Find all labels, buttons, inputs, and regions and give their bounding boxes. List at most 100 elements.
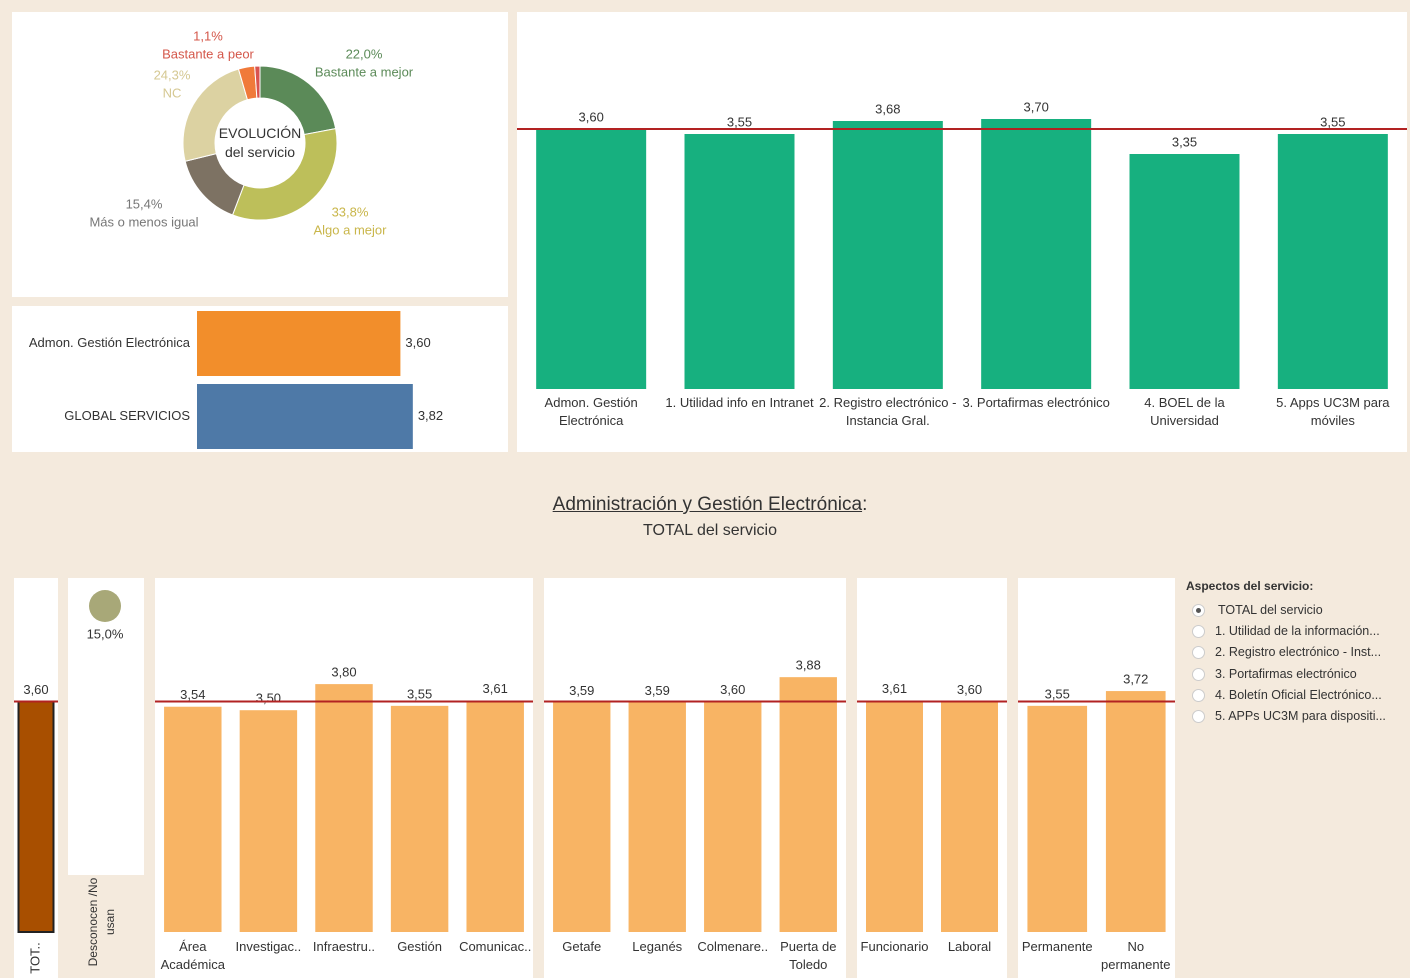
bar-value: 3,59 xyxy=(645,683,670,698)
bar-category: Infraestru.. xyxy=(312,939,376,954)
donut-panel xyxy=(12,12,508,297)
bar xyxy=(1027,705,1088,932)
slice-label: Bastante a peor xyxy=(162,46,254,61)
dot xyxy=(89,590,121,622)
donut-slice xyxy=(254,65,261,99)
bar-category: Permanente xyxy=(1021,939,1093,954)
bar-category: Funcionario xyxy=(860,939,929,954)
bar xyxy=(832,121,943,389)
filter-option[interactable]: 4. Boletín Oficial Electrónico... xyxy=(1215,687,1382,702)
bar-category: 2. Registro electrónico - Instancia Gral… xyxy=(819,395,957,428)
bar xyxy=(684,134,795,389)
slice-value: 15,4% xyxy=(126,196,163,211)
bar-value: 3,61 xyxy=(882,681,907,696)
filter-radio[interactable] xyxy=(1192,646,1205,660)
bar-value: 3,60 xyxy=(579,109,604,124)
bar-value: 3,55 xyxy=(1045,686,1070,701)
bar-category: No permanente xyxy=(1101,939,1171,972)
donut-slice xyxy=(231,127,338,221)
bar-value: 3,60 xyxy=(720,682,745,697)
bar-category: Área Académica xyxy=(160,939,225,972)
bar-value: 3,59 xyxy=(569,683,594,698)
filter-option[interactable]: 1. Utilidad de la información... xyxy=(1215,624,1380,639)
bar xyxy=(239,710,298,932)
slice-value: 22,0% xyxy=(346,46,383,61)
bar xyxy=(390,705,449,932)
bar-value: 3,68 xyxy=(875,101,900,116)
bar-value: 3,60 xyxy=(23,682,48,697)
bar-category: Laboral xyxy=(947,939,992,954)
bar xyxy=(536,129,647,389)
bar xyxy=(1129,154,1240,389)
filter-radio-dot xyxy=(1196,608,1201,613)
bar-category: 1. Utilidad info en Intranet xyxy=(665,395,814,410)
slice-value: 33,8% xyxy=(332,204,369,219)
bar xyxy=(628,702,686,932)
donut-title: EVOLUCIÓN del servicio xyxy=(218,125,302,160)
bar xyxy=(704,701,762,932)
dot-value: 15,0% xyxy=(87,626,124,641)
bar-value: 3,80 xyxy=(331,665,356,680)
bar-category: Colmenare.. xyxy=(697,939,769,954)
filter-option[interactable]: 3. Portafirmas electrónico xyxy=(1215,666,1357,681)
heading-subtitle: TOTAL del servicio xyxy=(643,522,777,539)
hbar-value: 3,60 xyxy=(405,335,430,350)
hbar xyxy=(197,384,413,449)
dot-category: Desconocen /No usan xyxy=(86,877,117,967)
bar xyxy=(466,700,524,932)
filter-radio[interactable] xyxy=(1192,667,1205,681)
bar-category: 3. Portafirmas electrónico xyxy=(962,395,1110,410)
donut-slice xyxy=(184,153,245,216)
bar-value: 3,50 xyxy=(256,691,281,706)
filter-radio[interactable] xyxy=(1192,625,1205,639)
bar xyxy=(1277,134,1388,389)
bar-value: 3,88 xyxy=(796,658,821,673)
bar xyxy=(941,701,998,932)
filter-option[interactable]: 2. Registro electrónico - Inst... xyxy=(1215,645,1382,660)
bar-category: 4. BOEL de la Universidad xyxy=(1144,395,1225,428)
filter-title: Aspectos del servicio: xyxy=(1186,579,1314,593)
filter-option[interactable]: TOTAL del servicio xyxy=(1218,603,1323,617)
bar xyxy=(315,684,373,932)
bar-category: TOT.. xyxy=(27,942,42,974)
unknown-panel xyxy=(68,578,144,875)
filter-option[interactable]: 5. APPs UC3M para dispositi... xyxy=(1215,709,1386,723)
slice-label: Bastante a mejor xyxy=(315,64,414,79)
heading: Administración y Gestión Electrónica: xyxy=(0,494,1410,516)
bar xyxy=(866,700,923,932)
slice-value: 24,3% xyxy=(154,67,191,82)
bar xyxy=(779,677,837,932)
bar-value: 3,35 xyxy=(1172,134,1197,149)
slice-label: Algo a mejor xyxy=(314,222,388,237)
bar-category: 5. Apps UC3M para móviles xyxy=(1276,395,1390,428)
bar-category: Leganés xyxy=(632,939,683,954)
bar-category: Getafe xyxy=(562,939,602,954)
bar-category: Gestión xyxy=(397,939,442,954)
bar-value: 3,61 xyxy=(483,681,508,696)
filter-radio[interactable] xyxy=(1192,688,1205,702)
bar-value: 3,55 xyxy=(727,114,752,129)
bar-value: 3,60 xyxy=(957,682,982,697)
bar xyxy=(553,702,611,932)
filter-radio[interactable] xyxy=(1192,710,1205,723)
bar-category: Investigac.. xyxy=(235,939,302,954)
filter-radio[interactable] xyxy=(1192,604,1205,617)
bar-value: 3,70 xyxy=(1024,99,1049,114)
bar xyxy=(17,700,55,933)
bar-value: 3,55 xyxy=(1320,114,1345,129)
hbar xyxy=(197,311,401,376)
heading-separator: : xyxy=(862,494,868,515)
hbar-label: Admon. Gestión Electrónica xyxy=(29,335,191,350)
bar-value: 3,72 xyxy=(1123,672,1148,687)
bar-category: Puerta de Toledo xyxy=(780,939,837,972)
bar-panel xyxy=(517,12,1407,452)
hbar-value: 3,82 xyxy=(418,408,443,423)
bar-value: 3,55 xyxy=(407,686,432,701)
bar xyxy=(981,119,1092,389)
bar-category: Admon. Gestión Electrónica xyxy=(544,395,638,428)
bar-category: Comunicac.. xyxy=(459,939,532,954)
slice-value: 1,1% xyxy=(193,28,223,43)
heading-title: Administración y Gestión Electrónica xyxy=(552,494,863,515)
